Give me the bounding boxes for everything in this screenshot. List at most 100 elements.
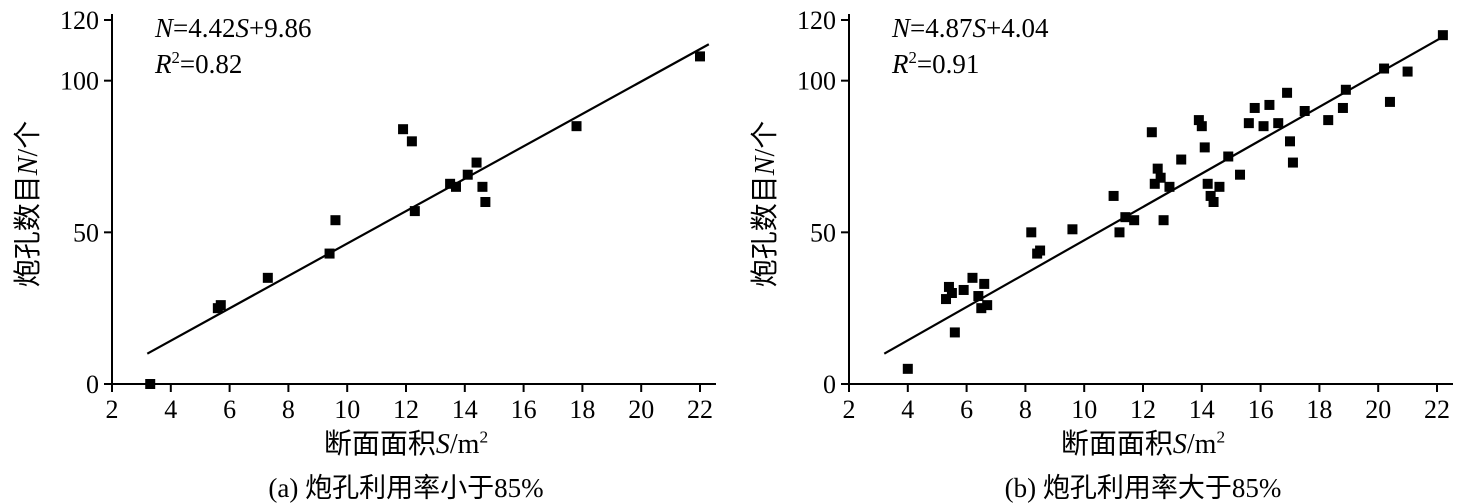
ylabel-text: 炮孔数目 [750, 175, 781, 288]
fit-line [883, 34, 1447, 355]
r-squared-a: R2=0.82 [155, 46, 311, 82]
chart-panel-b: 2 4 6 8 10 12 14 16 18 20 22 0 50 100 120 N=4.87S+4.04… [737, 6, 1474, 504]
data-point [949, 327, 960, 338]
caption-a: (a) 炮孔利用率小于85% [268, 473, 544, 503]
xlabel-unit: /m [1186, 429, 1217, 460]
r2-value: =0.82 [179, 49, 243, 79]
y-tick-label: 120 [797, 6, 836, 35]
eq-mid: =4.42 [173, 13, 236, 43]
r2-symbol: R [155, 49, 172, 79]
ylabel-var: N [13, 156, 44, 176]
data-point [943, 281, 954, 292]
data-point [941, 294, 952, 305]
data-point [1035, 245, 1046, 256]
y-axis-label-a: 炮孔数目N/个 [6, 24, 46, 384]
data-point [477, 181, 488, 192]
r-squared-b: R2=0.91 [892, 46, 1048, 82]
data-point [982, 300, 993, 311]
data-point [1114, 227, 1125, 238]
data-point [1340, 84, 1351, 95]
data-point [462, 169, 473, 180]
data-point [1282, 87, 1293, 98]
data-point [1273, 118, 1284, 129]
x-tick-label: 20 [628, 395, 654, 424]
data-point [1158, 215, 1169, 226]
xlabel-var: S [435, 429, 450, 460]
x-tick-label: 4 [164, 395, 177, 424]
eq-var-x: S [235, 13, 250, 43]
x-tick-label: 2 [106, 395, 119, 424]
xlabel-unit: /m [449, 429, 480, 460]
xlabel-exponent: 2 [1216, 427, 1226, 447]
r2-symbol: R [892, 49, 909, 79]
fit-equation-b: N=4.87S+4.04 [892, 10, 1048, 46]
data-point [946, 288, 957, 298]
data-point [1285, 136, 1295, 147]
r2-exponent: 2 [171, 48, 180, 67]
data-point [1202, 178, 1213, 189]
eq-mid: =4.87 [910, 13, 973, 43]
data-point [1208, 197, 1219, 207]
ylabel-unit: /个 [13, 120, 44, 157]
data-point [1223, 151, 1234, 162]
x-axis-label-a: 断面面积S/m2 [0, 422, 730, 462]
data-point [1108, 190, 1119, 201]
plot-area-a: 2 4 6 8 10 12 14 16 18 20 22 0 50 100 120 N=4.42S+9.86… [0, 6, 737, 426]
scatter-plot-b: 2 4 6 8 10 12 14 16 18 20 22 0 50 100 120 [797, 6, 1453, 424]
x-tick-label: 10 [334, 395, 360, 424]
data-point [1287, 157, 1298, 168]
data-point [398, 124, 409, 135]
data-point [979, 278, 990, 289]
x-axis-label-b: 断面面积S/m2 [737, 422, 1467, 462]
y-tick-label: 0 [86, 370, 99, 399]
data-point [471, 157, 482, 168]
y-tick-label: 0 [823, 370, 836, 399]
chart-panel-a: 2 4 6 8 10 12 14 16 18 20 22 0 50 100 120 N=4.42S+9.86… [0, 6, 737, 504]
data-point [571, 121, 582, 132]
data-point [1337, 102, 1348, 113]
y-axis-label-b: 炮孔数目N/个 [743, 24, 783, 384]
x-tick-label: 22 [687, 395, 713, 424]
data-point [1176, 154, 1187, 165]
eq-var-x: S [972, 13, 987, 43]
x-tick-label: 20 [1365, 395, 1391, 424]
data-point [1205, 190, 1216, 201]
data-point [1384, 96, 1395, 107]
ylabel-unit: /个 [750, 120, 781, 157]
ylabel-var: N [750, 156, 781, 176]
data-point [215, 300, 226, 311]
data-point [1196, 121, 1207, 132]
r2-value: =0.91 [916, 49, 980, 79]
x-tick-label: 22 [1424, 395, 1450, 424]
data-point [145, 379, 156, 389]
data-point [1067, 224, 1078, 235]
data-point [1323, 115, 1334, 126]
x-tick-label: 18 [569, 395, 595, 424]
xlabel-exponent: 2 [479, 427, 489, 447]
ylabel-text: 炮孔数目 [13, 175, 44, 288]
data-point [409, 206, 420, 217]
x-tick-label: 18 [1306, 395, 1332, 424]
x-tick-label: 12 [1130, 395, 1156, 424]
x-tick-label: 2 [843, 395, 856, 424]
x-tick-label: 6 [223, 395, 236, 424]
data-point [695, 51, 705, 62]
data-point [1146, 127, 1157, 138]
x-tick-label: 12 [393, 395, 419, 424]
x-tick-label: 8 [1019, 395, 1032, 424]
data-point [324, 248, 335, 259]
x-tick-label: 4 [901, 395, 914, 424]
data-point [1129, 215, 1140, 226]
data-point [976, 303, 987, 314]
eq-var-y: N [155, 13, 174, 43]
data-point [958, 284, 969, 295]
data-point [1214, 181, 1225, 192]
data-point [1164, 181, 1175, 192]
data-point [445, 178, 456, 189]
data-point [902, 363, 913, 374]
x-tick-label: 14 [1189, 395, 1215, 424]
y-tick-label: 50 [73, 218, 99, 247]
data-point [1243, 118, 1254, 129]
data-point [1264, 99, 1275, 110]
data-point [330, 215, 341, 226]
